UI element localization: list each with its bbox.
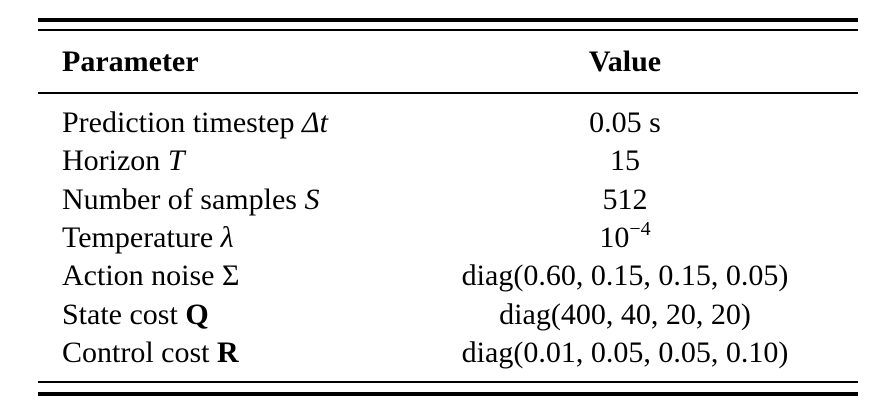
value-text: diag(0.01, 0.05, 0.05, 0.10) [461, 335, 789, 369]
parameter-symbol: Σ [221, 259, 240, 293]
value-cell: 10−4 [400, 219, 850, 257]
value-cell: diag(0.60, 0.15, 0.15, 0.05) [400, 257, 850, 295]
parameter-symbol: Δt [301, 106, 328, 139]
value-cell: 15 [400, 142, 850, 180]
parameter-cell: Control cost R [62, 334, 239, 372]
parameter-cell: Temperature λ [62, 219, 234, 257]
value-cell: diag(0.01, 0.05, 0.05, 0.10) [400, 334, 850, 372]
top-rule [38, 29, 858, 31]
parameter-symbol: T [167, 144, 185, 178]
value-text: diag(400, 40, 20, 20) [499, 297, 751, 331]
header-cell: Parameter [62, 45, 199, 78]
value-text: 512 [602, 182, 648, 216]
parameter-symbol: R [217, 335, 239, 369]
parameter-symbol: S [304, 182, 320, 216]
parameter-cell: Number of samples S [62, 181, 319, 219]
value-cell: diag(400, 40, 20, 20) [400, 296, 850, 334]
parameter-name: Control cost [62, 335, 210, 369]
parameter-cell: Action noise Σ [62, 257, 239, 295]
value-text: 10 [599, 220, 630, 254]
parameter-name: Number of samples [62, 182, 297, 216]
value-cell: 0.05 s [400, 104, 850, 142]
bottom-rule [38, 392, 858, 396]
parameter-cell: Prediction timestep Δt [62, 104, 328, 142]
parameter-name: Horizon [62, 144, 161, 178]
mid-rule [38, 92, 858, 94]
parameter-symbol: Q [185, 297, 209, 331]
parameter-name: Prediction timestep [62, 106, 295, 139]
value-cell: 512 [400, 181, 850, 219]
value-text: 0.05 s [589, 106, 661, 139]
parameter-cell: Horizon T [62, 142, 185, 180]
parameter-cell: State cost Q [62, 296, 209, 334]
header-cell: Value [588, 45, 662, 78]
value-text: 15 [610, 144, 640, 178]
parameter-name: Action noise [62, 259, 215, 293]
parameter-name: State cost [62, 297, 178, 331]
top-rule [38, 18, 858, 22]
value-exponent: −4 [629, 217, 651, 240]
bottom-rule [38, 381, 858, 383]
parameter-symbol: λ [220, 220, 234, 254]
parameter-name: Temperature [62, 220, 214, 254]
value-text: diag(0.60, 0.15, 0.15, 0.05) [461, 259, 789, 293]
